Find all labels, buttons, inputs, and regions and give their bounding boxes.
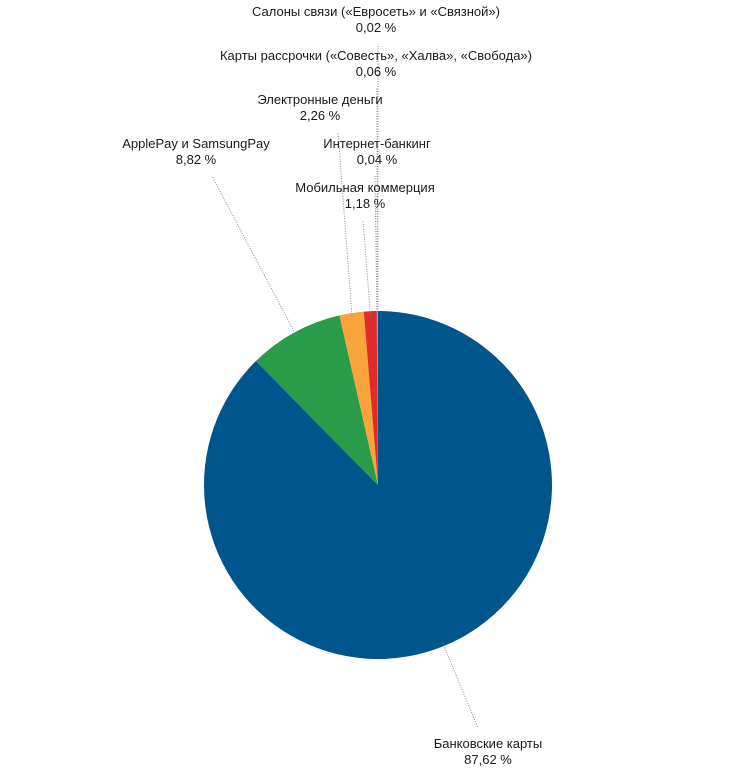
pie-slice [377,310,378,485]
slice-label-value: 87,62 % [464,752,512,767]
leader-line [362,219,371,315]
pie-slice [255,315,378,485]
leader-line [337,131,353,317]
pie-slice [339,311,378,485]
slice-label-name: Электронные деньги [257,92,382,107]
leader-line [211,175,297,336]
slice-label-value: 2,26 % [300,108,341,123]
leader-line [442,642,479,729]
pie-slice [376,310,378,485]
slice-label-name: Салоны связи («Евросеть» и «Связной») [252,4,500,19]
slice-label-name: Мобильная коммерция [295,180,434,195]
slice-label-value: 0,04 % [357,152,398,167]
slice-label-name: ApplePay и SamsungPay [122,136,270,151]
slice-label-value: 0,02 % [356,20,397,35]
slice-label-name: Карты рассрочки («Совесть», «Халва», «Св… [220,48,532,63]
leader-lines [211,43,479,729]
slice-label-name: Интернет-банкинг [323,136,431,151]
slice-label-value: 8,82 % [176,152,217,167]
pie-slice [203,311,552,660]
leader-line [374,175,378,315]
pie-slices [203,310,552,660]
slice-label-value: 1,18 % [345,196,386,211]
pie-slice [363,311,378,485]
slice-label-name: Банковские карты [434,736,543,751]
slice-label-value: 0,06 % [356,64,397,79]
